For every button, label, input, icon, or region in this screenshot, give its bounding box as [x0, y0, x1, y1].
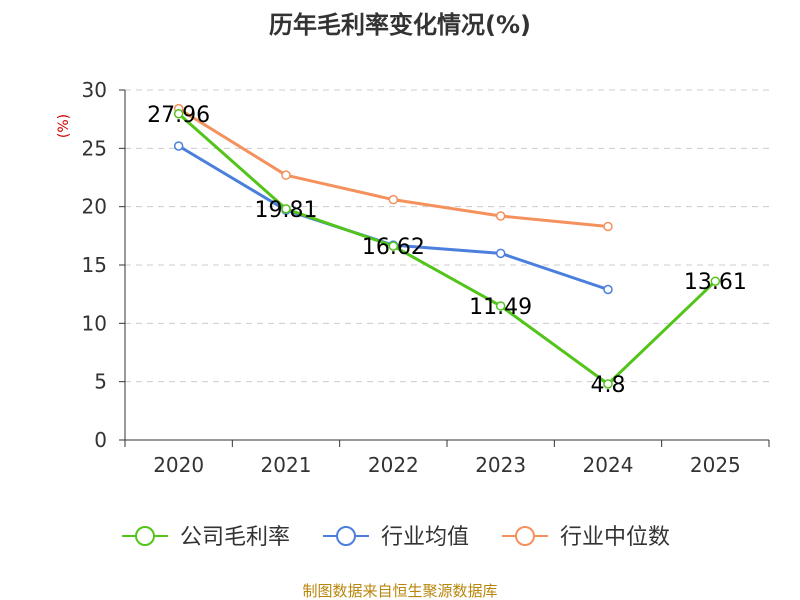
x-tick-label: 2020 [153, 453, 204, 477]
legend-label: 公司毛利率 [180, 525, 290, 550]
x-tick-label: 2021 [261, 453, 312, 477]
data-point [388, 241, 399, 251]
data-label: 19.81 [255, 198, 318, 223]
x-tick-label: 2025 [690, 453, 741, 477]
data-label: 11.49 [469, 295, 532, 320]
source-note: 制图数据来自恒生聚源数据库 [302, 582, 497, 600]
x-tick-label: 2022 [368, 453, 419, 477]
data-label: 27.96 [147, 103, 210, 128]
chart-title: 历年毛利率变化情况(%) [269, 11, 531, 39]
data-point [281, 170, 291, 180]
axes [119, 89, 770, 447]
x-tick-label: 2023 [475, 453, 526, 477]
data-point [173, 141, 184, 151]
series-points [173, 103, 721, 389]
data-label: 13.61 [684, 270, 747, 295]
series-line [177, 112, 717, 386]
y-tick-label: 15 [82, 253, 107, 277]
y-tick-label: 5 [94, 370, 107, 394]
data-label: 16.62 [362, 235, 425, 260]
y-tick-label: 30 [82, 78, 107, 102]
series-line [177, 107, 609, 228]
data-labels: 27.96 19.81 16.62 11.49 4.8 13.61 [147, 103, 747, 398]
data-point [495, 211, 506, 221]
legend-marker [336, 526, 356, 546]
data-point [603, 221, 613, 232]
series-lines [177, 107, 717, 386]
legend-label: 行业中位数 [560, 525, 670, 550]
y-tick-label: 20 [82, 195, 107, 219]
x-tick-label: 2024 [583, 453, 634, 477]
legend-label: 行业均值 [381, 525, 469, 550]
series-line [177, 144, 609, 291]
y-tick-label: 0 [94, 428, 107, 452]
legend-marker [135, 526, 155, 546]
legend: 公司毛利率 行业均值 行业中位数 [122, 525, 670, 550]
y-tick-label: 25 [82, 136, 107, 160]
y-axis-label: (%) [56, 114, 72, 138]
data-point [173, 109, 184, 119]
data-point [495, 301, 506, 311]
data-point [603, 284, 613, 295]
data-point [281, 204, 291, 214]
data-point [495, 248, 506, 259]
data-point [388, 194, 399, 205]
data-point [603, 379, 613, 389]
y-tick-label: 10 [82, 311, 107, 335]
data-label: 4.8 [591, 373, 626, 398]
data-point [710, 276, 721, 286]
legend-marker [515, 526, 535, 546]
